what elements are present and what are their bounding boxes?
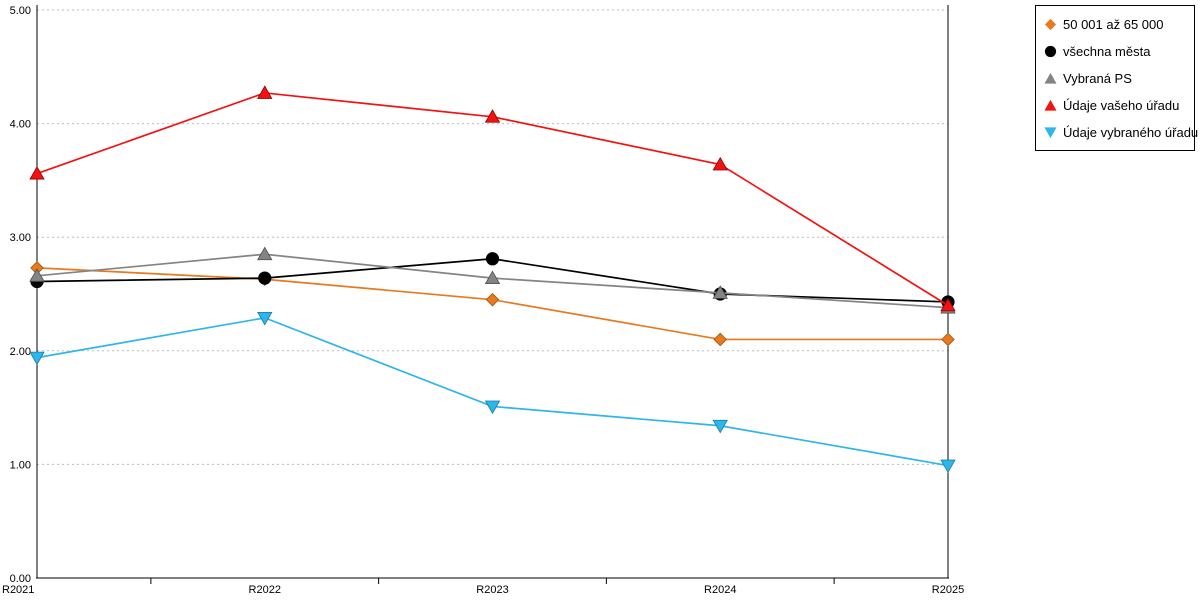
legend-item: Údaje vašeho úřadu bbox=[1044, 96, 1186, 114]
data-point bbox=[712, 285, 728, 299]
y-tick-label: 1.00 bbox=[10, 459, 31, 471]
triangle-up-icon bbox=[1044, 99, 1057, 111]
data-point bbox=[940, 297, 956, 312]
legend-label: 50 001 až 65 000 bbox=[1063, 16, 1164, 32]
data-point bbox=[257, 85, 273, 99]
data-point bbox=[485, 292, 500, 307]
x-tick-label: R2021 bbox=[2, 584, 34, 596]
legend-item: Vybraná PS bbox=[1044, 69, 1186, 87]
data-point bbox=[713, 332, 728, 347]
marker-shape bbox=[1044, 99, 1057, 111]
legend-item: Údaje vybraného úřadu bbox=[1044, 123, 1198, 141]
marker-shape bbox=[1044, 72, 1057, 84]
data-point bbox=[257, 311, 273, 326]
legend-label: všechna města bbox=[1063, 43, 1151, 59]
marker-shape bbox=[1044, 45, 1057, 57]
y-tick-label: 3.00 bbox=[10, 232, 31, 244]
data-point bbox=[712, 419, 728, 434]
data-point bbox=[484, 400, 501, 415]
data-point bbox=[29, 165, 45, 180]
legend-item: 50 001 až 65 000 bbox=[1044, 15, 1186, 33]
data-point bbox=[29, 268, 45, 282]
data-point bbox=[485, 252, 500, 266]
x-tick-label: R2022 bbox=[249, 584, 281, 596]
legend-item: všechna města bbox=[1044, 42, 1186, 60]
diamond-icon bbox=[1044, 18, 1057, 30]
y-tick-label: 0.00 bbox=[10, 573, 31, 585]
data-point bbox=[257, 246, 273, 261]
legend-label: Údaje vašeho úřadu bbox=[1063, 97, 1180, 113]
data-point bbox=[712, 156, 728, 171]
data-point bbox=[940, 459, 956, 474]
data-point bbox=[941, 332, 955, 347]
data-point bbox=[484, 109, 501, 123]
data-point bbox=[258, 271, 272, 285]
triangle-down-icon bbox=[1044, 126, 1057, 138]
x-tick-label: R2023 bbox=[476, 584, 508, 596]
y-tick-label: 4.00 bbox=[10, 119, 31, 131]
y-tick-label: 5.00 bbox=[10, 5, 31, 17]
data-point bbox=[484, 270, 501, 284]
legend-label: Údaje vybraného úřadu bbox=[1063, 124, 1199, 140]
chart-legend: 50 001 až 65 000 všechna města Vybraná P… bbox=[1035, 5, 1198, 151]
triangle-up-icon bbox=[1044, 72, 1057, 84]
legend-label: Vybraná PS bbox=[1063, 70, 1132, 86]
circle-icon bbox=[1044, 45, 1057, 57]
marker-shape bbox=[1044, 126, 1057, 138]
x-tick-label: R2024 bbox=[704, 584, 736, 596]
marker-shape bbox=[1044, 18, 1057, 30]
x-tick-label: R2025 bbox=[932, 584, 964, 596]
y-tick-label: 2.00 bbox=[10, 346, 31, 358]
data-point bbox=[29, 351, 45, 366]
